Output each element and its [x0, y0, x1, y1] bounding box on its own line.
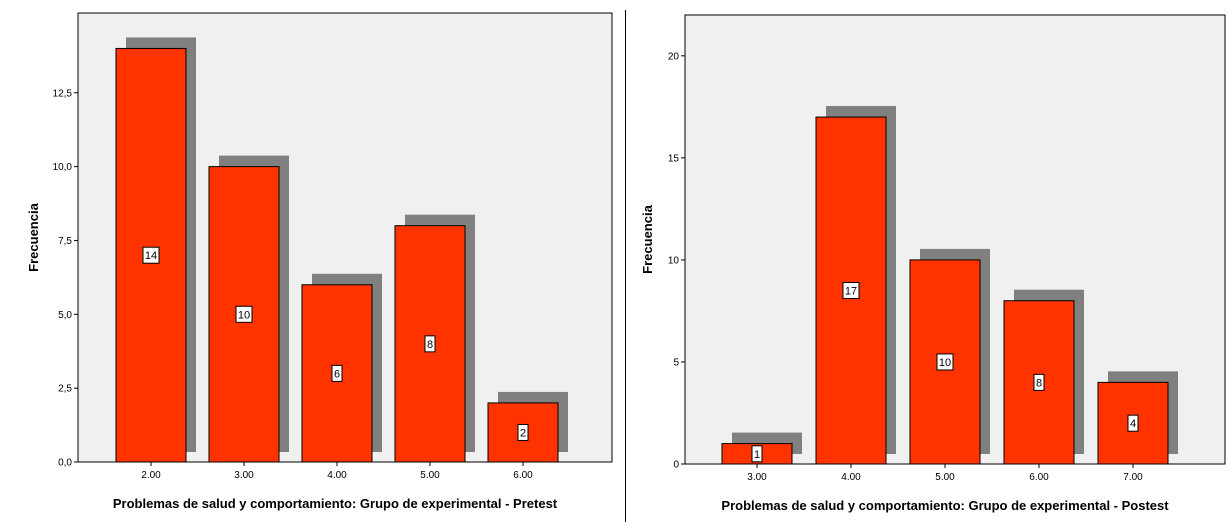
data-label: 6: [334, 368, 340, 380]
data-label-box: [424, 335, 436, 353]
data-label: 8: [1036, 377, 1042, 389]
bar-group: 6: [301, 273, 382, 463]
data-label-box: [235, 305, 253, 323]
y-tick-label: 20: [668, 51, 680, 62]
y-tick-label: 5,0: [58, 310, 72, 321]
x-axis-title: Problemas de salud y comportamiento: Gru…: [113, 496, 558, 511]
bar-group: 2: [487, 391, 568, 463]
data-label: 4: [1130, 418, 1136, 430]
data-label: 8: [427, 339, 433, 351]
data-label-box: [331, 364, 343, 382]
y-tick-label: 10,0: [53, 162, 73, 173]
bar-group: 17: [815, 106, 896, 465]
data-label: 10: [939, 357, 951, 369]
y-tick-label: 2,5: [58, 384, 72, 395]
y-axis-title: Frecuencia: [640, 204, 655, 273]
data-label: 2: [520, 427, 526, 439]
data-label: 17: [845, 286, 857, 298]
y-tick-label: 5: [673, 357, 679, 368]
x-axis-title: Problemas de salud y comportamiento: Gru…: [721, 498, 1169, 513]
postest-bar-chart: 0 5 10 15 20 1 3.00 17 4.00 10 5.00 8 6.00 4 7.00 Frecu…: [640, 14, 1226, 513]
pretest-chart-panel: 0,0 2,5 5,0 7,5 10,0 12,5 14 2.00 10 3.00 6 4.00 8 5.…: [26, 12, 613, 511]
x-tick-label: 7.00: [1123, 472, 1143, 483]
x-tick-label: 5.00: [420, 470, 440, 481]
bar-group: 10: [208, 155, 289, 463]
x-tick-label: 3.00: [234, 470, 254, 481]
y-tick-label: 7,5: [58, 236, 72, 247]
postest-chart-panel: 0 5 10 15 20 1 3.00 17 4.00 10 5.00 8 6.00 4 7.00 Frecu…: [628, 0, 1229, 522]
data-label-box: [936, 353, 954, 371]
x-tick-label: 2.00: [141, 470, 161, 481]
y-tick-label: 10: [668, 255, 680, 266]
x-tick-label: 4.00: [327, 470, 347, 481]
x-tick-label: 3.00: [747, 472, 767, 483]
data-label-box: [842, 282, 860, 300]
x-tick-label: 4.00: [841, 472, 861, 483]
bar-group: 8: [394, 214, 475, 463]
y-tick-label: 15: [668, 153, 680, 164]
y-axis-title: Frecuencia: [26, 202, 41, 271]
bar-group: 4: [1097, 371, 1178, 465]
y-tick-label: 0,0: [58, 458, 72, 469]
bar-group: 8: [1003, 289, 1084, 465]
data-label-box: [1127, 414, 1139, 432]
bar-group: 14: [115, 37, 196, 463]
data-label-box: [517, 423, 529, 441]
y-tick-label: 0: [673, 460, 679, 471]
data-label: 10: [238, 309, 250, 321]
y-tick-label: 12,5: [53, 88, 73, 99]
data-label-box: [142, 246, 160, 264]
x-tick-label: 6.00: [513, 470, 533, 481]
data-label-box: [1033, 373, 1045, 391]
x-tick-label: 6.00: [1029, 472, 1049, 483]
panel-divider: [625, 10, 626, 522]
data-label: 1: [754, 449, 760, 461]
data-label: 14: [145, 250, 157, 262]
data-label-box: [751, 445, 763, 463]
x-tick-label: 5.00: [935, 472, 955, 483]
bar-group: 10: [909, 248, 990, 465]
bar-group: 1: [721, 432, 802, 465]
pretest-bar-chart: 0,0 2,5 5,0 7,5 10,0 12,5 14 2.00 10 3.00 6 4.00 8 5.…: [26, 12, 613, 511]
